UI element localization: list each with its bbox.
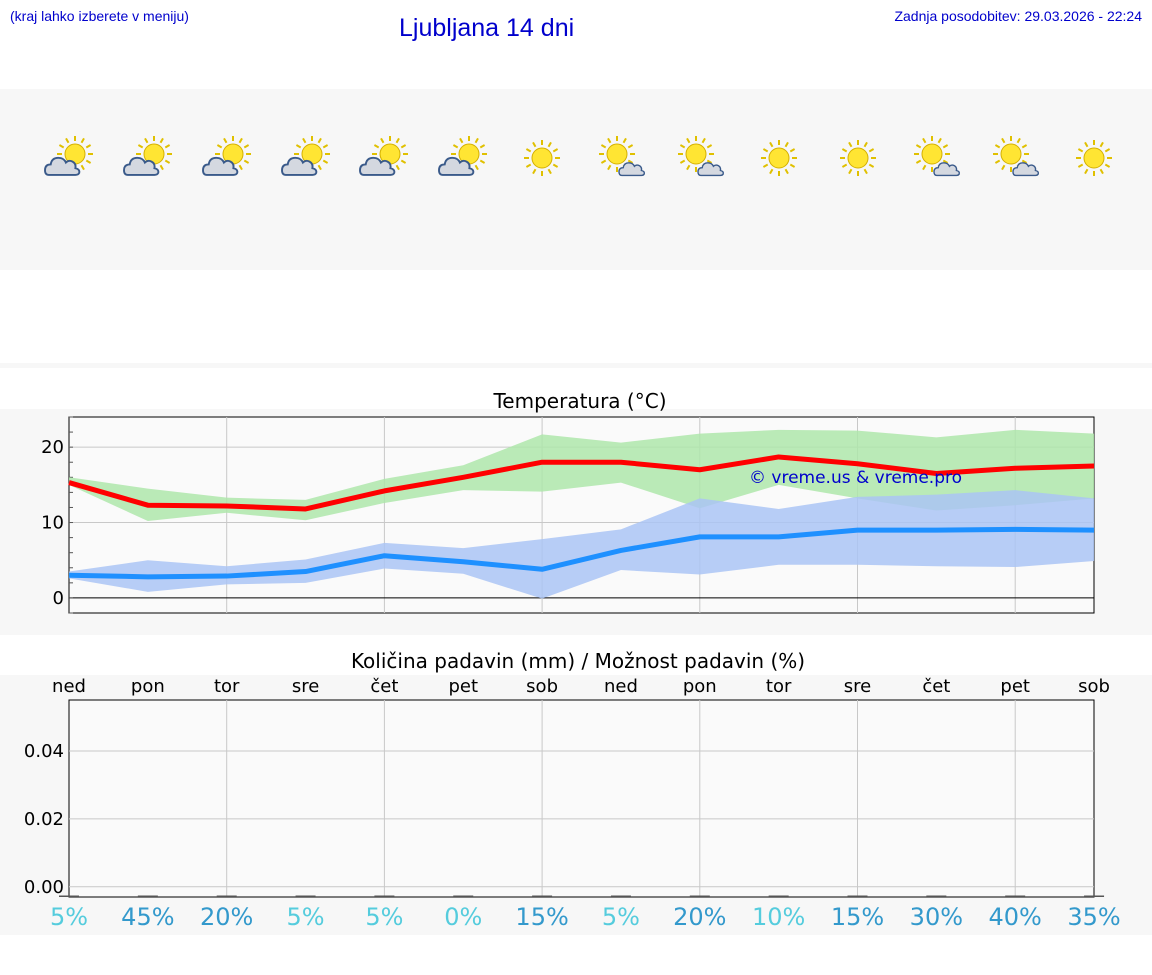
precip-bar bbox=[374, 895, 395, 897]
x-tick-label: pon bbox=[683, 676, 717, 697]
x-tick-label: sre bbox=[844, 676, 871, 697]
precip-probability: 35% bbox=[1067, 903, 1121, 931]
chart-title: Temperatura (°C) bbox=[492, 389, 666, 413]
precip-bar bbox=[689, 895, 710, 897]
last-updated: Zadnja posodobitev: 29.03.2026 - 22:24 bbox=[894, 8, 1142, 24]
precip-probability: 20% bbox=[673, 903, 727, 931]
precip-probability: 5% bbox=[365, 903, 404, 931]
max-range-band bbox=[69, 429, 1095, 522]
precip-bar bbox=[59, 895, 79, 897]
min-temp-line bbox=[68, 526, 1095, 580]
precip-bar bbox=[768, 895, 789, 897]
precip-probability: 40% bbox=[988, 903, 1042, 931]
location-hint: (kraj lahko izberete v meniju) bbox=[10, 8, 189, 24]
min-range-band bbox=[69, 490, 1095, 599]
sun-icon bbox=[1068, 136, 1120, 182]
precip-bar bbox=[1084, 895, 1105, 897]
x-tick-label: čet bbox=[370, 676, 398, 697]
precipitation-chart: Količina padavin (mm) / Možnost padavin … bbox=[24, 649, 1110, 898]
y-tick-label: 0.00 bbox=[24, 877, 64, 898]
max-temp-line bbox=[68, 454, 1095, 512]
precip-bar bbox=[532, 895, 553, 897]
sun-cloud-icon bbox=[43, 136, 95, 182]
precip-probability: 5% bbox=[286, 903, 325, 931]
x-tick-label: ned bbox=[604, 676, 638, 697]
x-tick-label: tor bbox=[766, 676, 792, 697]
y-tick-label: 0.04 bbox=[24, 741, 64, 762]
sun-small-cloud-icon bbox=[989, 136, 1041, 182]
precip-probability: 45% bbox=[121, 903, 175, 931]
precip-bar bbox=[926, 895, 947, 897]
precip-bar bbox=[1005, 895, 1026, 897]
sun-small-cloud-icon bbox=[910, 136, 962, 182]
precip-probability: 10% bbox=[751, 903, 806, 931]
x-tick-label: tor bbox=[214, 676, 240, 697]
x-tick-label: sob bbox=[526, 676, 558, 697]
chart-title: Količina padavin (mm) / Možnost padavin … bbox=[351, 649, 805, 673]
precip-probability: 5% bbox=[601, 903, 640, 931]
y-tick-label: 0.02 bbox=[24, 809, 64, 830]
precip-bar bbox=[847, 895, 868, 897]
watermark: © vreme.us & vreme.pro bbox=[749, 468, 962, 488]
x-tick-label: pet bbox=[448, 676, 478, 697]
precip-bar bbox=[216, 895, 237, 897]
sun-cloud-icon bbox=[280, 136, 332, 182]
x-tick-label: pon bbox=[131, 676, 165, 697]
y-tick-label: 0 bbox=[53, 588, 64, 609]
sun-cloud-icon bbox=[201, 136, 253, 182]
precip-bar bbox=[295, 895, 316, 897]
temperature-chart: Temperatura (°C) 0 10 20 © vreme.us & vreme.… bbox=[41, 389, 1095, 614]
precip-bar bbox=[453, 895, 474, 897]
sun-cloud-icon bbox=[437, 136, 489, 182]
spacer-band bbox=[0, 363, 1152, 368]
x-tick-label: ned bbox=[52, 676, 86, 697]
sun-icon bbox=[516, 136, 568, 182]
precip-probability: 0% bbox=[444, 903, 483, 931]
sun-icon bbox=[832, 136, 884, 182]
forecast-band bbox=[0, 89, 1152, 270]
sun-small-cloud-icon bbox=[674, 136, 726, 182]
precip-probability: 15% bbox=[515, 903, 569, 931]
precip-probability: 30% bbox=[909, 903, 964, 931]
precip-probability: 20% bbox=[200, 903, 254, 931]
plot-area bbox=[68, 699, 1095, 898]
x-tick-label: pet bbox=[1000, 676, 1030, 697]
sun-small-cloud-icon bbox=[595, 136, 647, 182]
y-tick-label: 10 bbox=[41, 513, 64, 534]
precip-bar bbox=[610, 895, 631, 897]
x-tick-label: sob bbox=[1078, 676, 1110, 697]
y-tick-label: 20 bbox=[41, 437, 64, 458]
precip-bar bbox=[137, 895, 158, 897]
sun-icon bbox=[753, 136, 805, 182]
precip-probability: 5% bbox=[49, 903, 89, 931]
x-tick-label: sre bbox=[292, 676, 319, 697]
sun-cloud-icon bbox=[358, 136, 410, 182]
precip-probability: 15% bbox=[830, 903, 885, 931]
sun-cloud-icon bbox=[122, 136, 174, 182]
page-title: Ljubljana 14 dni bbox=[399, 14, 575, 42]
x-tick-label: čet bbox=[922, 676, 950, 697]
